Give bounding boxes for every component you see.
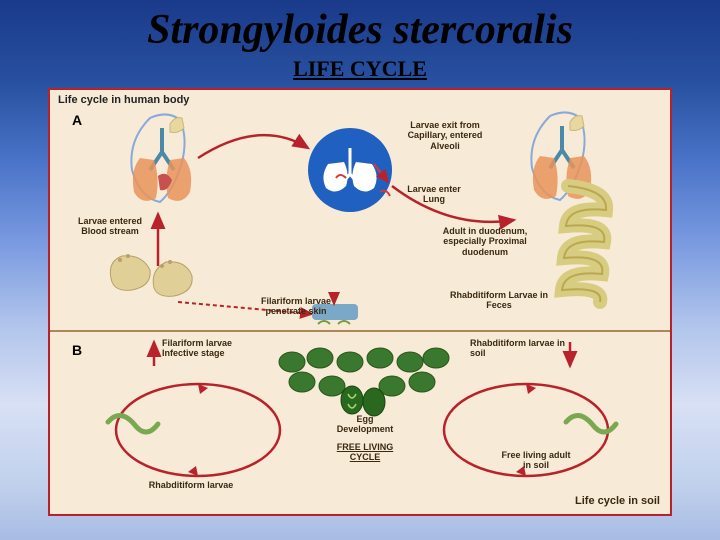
label-rhab-larvae: Rhabditiform larvae (148, 480, 234, 490)
panel-b-footer: Life cycle in soil (550, 495, 660, 508)
panel-b: B (50, 330, 670, 514)
label-free-cycle: FREE LIVING CYCLE (322, 442, 408, 463)
label-free-adult: Free living adult in soil (498, 450, 574, 471)
panel-a-svg (50, 90, 674, 330)
label-larvae-lung: Larvae enter Lung (398, 184, 470, 205)
feet (110, 254, 192, 296)
label-egg: Egg Development (330, 414, 400, 435)
label-filar-inf: Filariform larvae Infective stage (162, 338, 258, 359)
soil (272, 346, 452, 416)
label-adult-duo: Adult in duodenum, especially Proximal d… (430, 226, 540, 257)
label-rhab-soil: Rhabditiform larvae in soil (470, 338, 580, 359)
label-larvae-exit: Larvae exit from Capillary, entered Alve… (394, 120, 496, 151)
label-rhab-feces: Rhabditiform Larvae in Feces (444, 290, 554, 311)
panel-a: Life cycle in human body A (50, 90, 670, 330)
label-filar-pen: Filariform larvae penetrate skin (246, 296, 346, 317)
main-title: Strongyloides stercoralis (0, 0, 720, 54)
left-body (131, 114, 191, 202)
intestine (562, 186, 606, 302)
subtitle: LIFE CYCLE (0, 56, 720, 82)
label-blood: Larvae entered Blood stream (70, 216, 150, 237)
lifecycle-diagram: Life cycle in human body A (48, 88, 672, 516)
